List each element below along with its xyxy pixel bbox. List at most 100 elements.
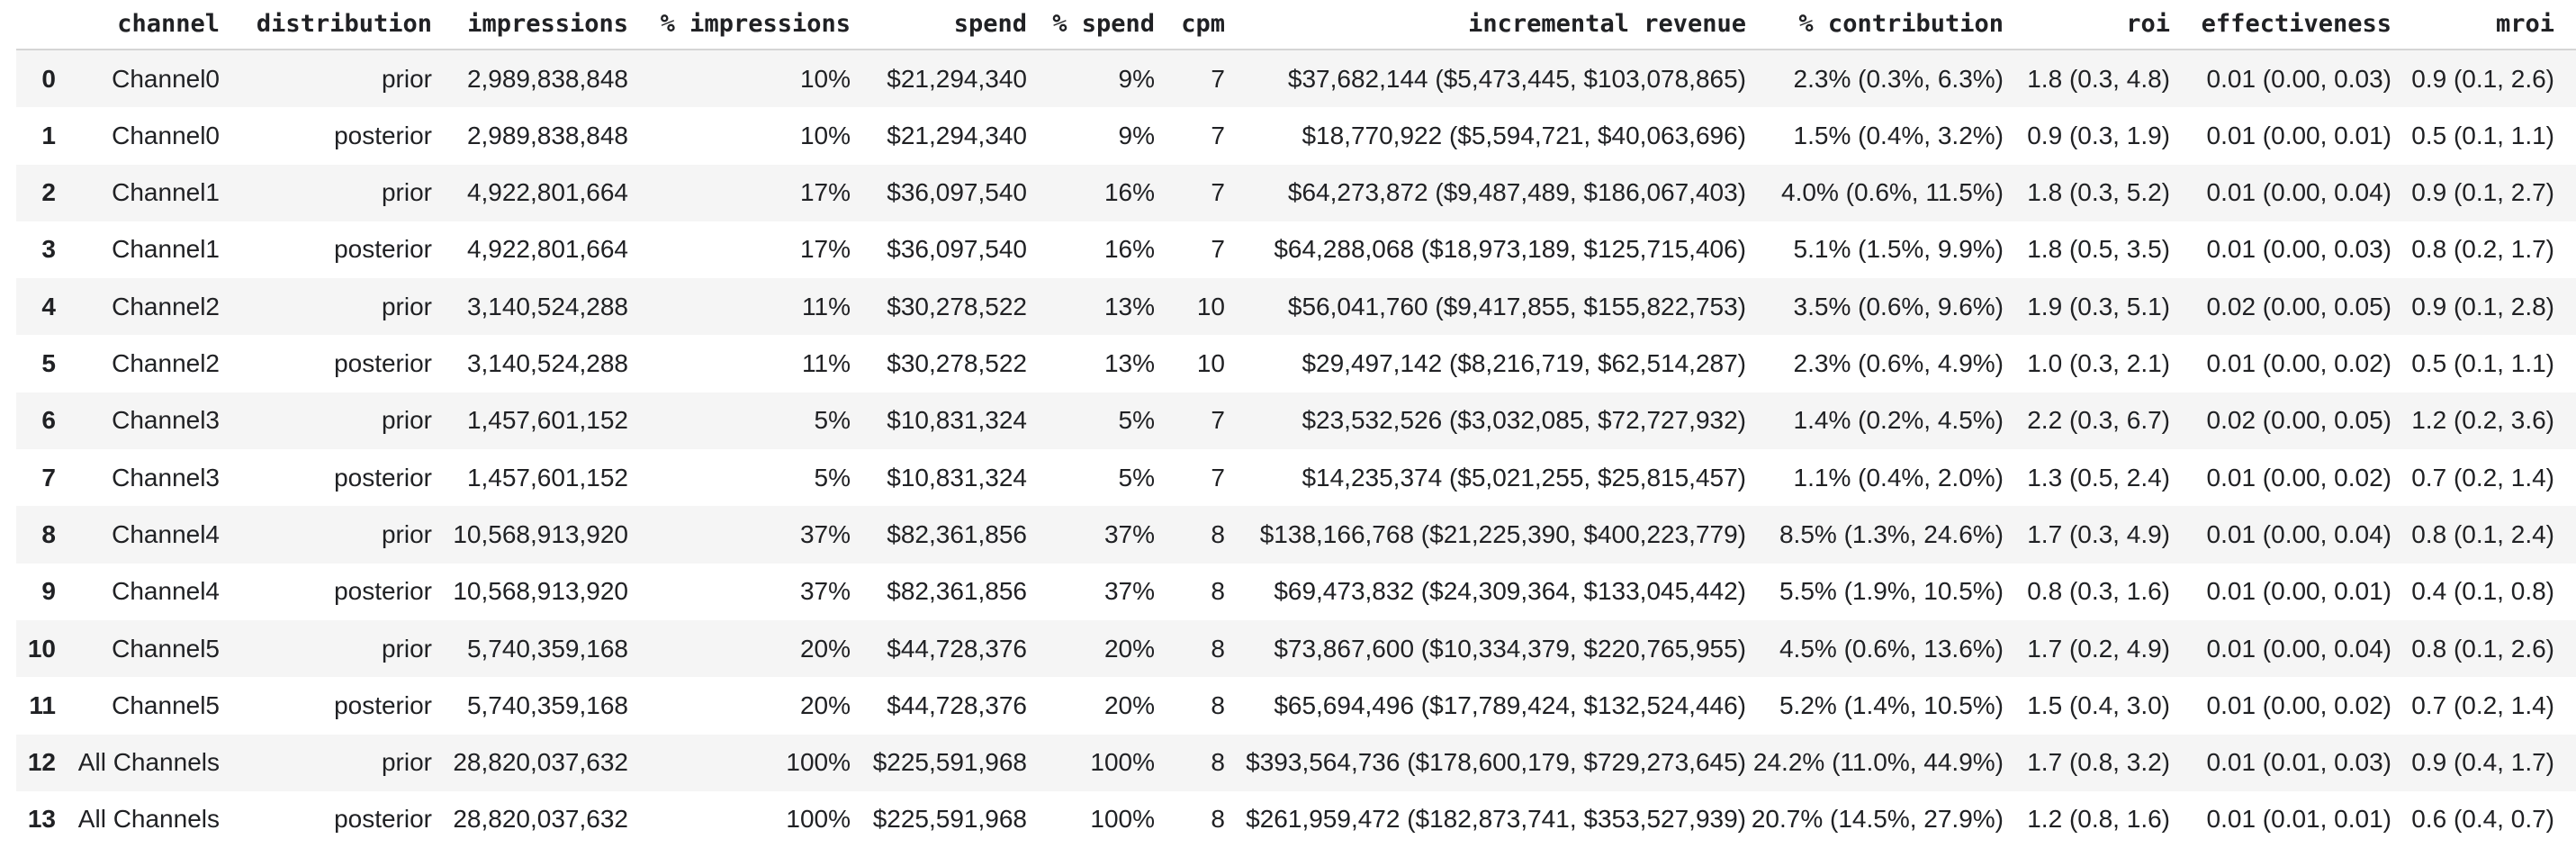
cell-spend: $36,097,540 (887, 178, 1027, 207)
cell-impressions: 2,989,838,848 (466, 64, 628, 93)
cell-pct-spend: 37% (1103, 577, 1155, 606)
cell-pct-contribution: 1.4% (0.2%, 4.5%) (1793, 406, 2004, 435)
cell-mroi: 0.8 (0.1, 2.6) (2411, 634, 2554, 663)
cell-pct-contribution: 3.5% (0.6%, 9.6%) (1793, 292, 2004, 320)
table-row: 4 Channel2 prior 3,140,524,288 11% $30,278,52… (16, 278, 2576, 336)
cell-distribution: prior (381, 634, 432, 663)
cell-channel: Channel1 (112, 178, 220, 207)
table-row: 10 Channel5 prior 5,740,359,168 20% $44,728,3… (16, 619, 2576, 678)
cell-incremental-revenue: $23,532,526 ($3,032,085, $72,727,932) (1302, 406, 1746, 435)
cell-impressions: 3,140,524,288 (466, 292, 628, 320)
cell-spend: $225,591,968 (872, 805, 1027, 834)
cell-pct-impressions: 11% (802, 349, 851, 378)
cell-pct-spend: 100% (1090, 805, 1155, 834)
cell-impressions: 10,568,913,920 (453, 577, 628, 606)
cell-pct-spend: 100% (1090, 748, 1155, 777)
cell-channel: Channel3 (112, 463, 220, 492)
cell-pct-contribution: 5.5% (1.9%, 10.5%) (1779, 577, 2004, 606)
cell-impressions: 1,457,601,152 (466, 463, 628, 492)
table-row: 6 Channel3 prior 1,457,601,152 5% $10,831,324… (16, 392, 2576, 450)
cell-spend: $30,278,522 (887, 349, 1027, 378)
mmm-summary-table: channel distribution impressions % impre… (16, 0, 2576, 848)
cell-impressions: 28,820,037,632 (453, 748, 628, 777)
cell-pct-spend: 13% (1103, 292, 1155, 320)
cell-incremental-revenue: $69,473,832 ($24,309,364, $133,045,442) (1274, 577, 1746, 606)
cell-cpm: 8 (1211, 519, 1225, 548)
cell-pct-spend: 5% (1118, 406, 1155, 435)
cell-channel: Channel4 (112, 577, 220, 606)
cell-pct-contribution: 5.2% (1.4%, 10.5%) (1779, 690, 2004, 719)
table-row: 9 Channel4 posterior 10,568,913,920 37% $82,3… (16, 564, 2576, 620)
cell-pct-contribution: 4.5% (0.6%, 13.6%) (1779, 634, 2004, 663)
cell-roi: 1.8 (0.3, 4.8) (2027, 64, 2170, 93)
column-header-roi: roi (2004, 0, 2170, 50)
cell-channel: Channel0 (112, 121, 220, 149)
cell-channel: Channel1 (112, 235, 220, 264)
cell-incremental-revenue: $18,770,922 ($5,594,721, $40,063,696) (1302, 121, 1746, 149)
cell-incremental-revenue: $29,497,142 ($8,216,719, $62,514,287) (1302, 349, 1746, 378)
row-index: 8 (41, 519, 56, 548)
cell-channel: Channel4 (112, 519, 220, 548)
cell-effectiveness: 0.01 (0.00, 0.02) (2206, 690, 2391, 719)
cell-channel: All Channels (77, 748, 220, 777)
row-index: 5 (41, 349, 56, 378)
cell-mroi: 0.6 (0.4, 0.7) (2411, 805, 2554, 834)
cell-cpm: 7 (1211, 121, 1225, 149)
column-header-channel: channel (56, 0, 220, 50)
cell-effectiveness: 0.01 (0.00, 0.01) (2206, 577, 2391, 606)
cell-pct-spend: 16% (1103, 178, 1155, 207)
cell-mroi: 0.8 (0.2, 1.7) (2411, 235, 2554, 264)
table-row: 5 Channel2 posterior 3,140,524,288 11% $30,27… (16, 335, 2576, 392)
cell-spend: $21,294,340 (887, 121, 1027, 149)
row-index: 2 (41, 178, 56, 207)
cell-distribution: posterior (334, 463, 432, 492)
cell-pct-impressions: 37% (799, 519, 851, 548)
cell-channel: Channel5 (112, 690, 220, 719)
row-index: 7 (41, 463, 56, 492)
cell-roi: 1.8 (0.3, 5.2) (2027, 178, 2170, 207)
row-index: 4 (41, 292, 56, 320)
row-index: 12 (27, 748, 56, 777)
cell-channel: Channel5 (112, 634, 220, 663)
header-row: channel distribution impressions % impre… (16, 0, 2576, 50)
cell-pct-spend: 20% (1103, 634, 1155, 663)
cell-pct-impressions: 20% (799, 690, 851, 719)
cell-incremental-revenue: $14,235,374 ($5,021,255, $25,815,457) (1302, 463, 1746, 492)
cell-roi: 1.5 (0.4, 3.0) (2027, 690, 2170, 719)
cell-pct-spend: 37% (1103, 519, 1155, 548)
cell-impressions: 4,922,801,664 (466, 235, 628, 264)
column-header-incremental-revenue: incremental revenue (1225, 0, 1746, 50)
cell-effectiveness: 0.01 (0.00, 0.02) (2206, 463, 2391, 492)
cell-mroi: 0.9 (0.1, 2.6) (2411, 64, 2554, 93)
cell-effectiveness: 0.02 (0.00, 0.05) (2206, 292, 2391, 320)
cell-spend: $225,591,968 (872, 748, 1027, 777)
cell-effectiveness: 0.01 (0.00, 0.01) (2206, 121, 2391, 149)
row-index: 6 (41, 406, 56, 435)
cell-roi: 1.2 (0.8, 1.6) (2027, 805, 2170, 834)
cell-spend: $82,361,856 (887, 519, 1027, 548)
cell-distribution: prior (381, 748, 432, 777)
cell-roi: 1.9 (0.3, 5.1) (2027, 292, 2170, 320)
cell-mroi: 0.9 (0.4, 1.7) (2411, 748, 2554, 777)
cell-incremental-revenue: $37,682,144 ($5,473,445, $103,078,865) (1287, 64, 1746, 93)
cell-mroi: 0.9 (0.1, 2.8) (2411, 292, 2554, 320)
table-row: 12 All Channels prior 28,820,037,632 100% $22… (16, 734, 2576, 791)
cell-distribution: posterior (334, 577, 432, 606)
cell-effectiveness: 0.01 (0.00, 0.03) (2206, 64, 2391, 93)
cell-spend: $36,097,540 (887, 235, 1027, 264)
cell-pct-impressions: 17% (799, 235, 851, 264)
cell-cpm: 8 (1211, 577, 1225, 606)
cell-impressions: 4,922,801,664 (466, 178, 628, 207)
cell-incremental-revenue: $64,273,872 ($9,487,489, $186,067,403) (1287, 178, 1746, 207)
cell-cpm: 10 (1196, 292, 1225, 320)
cell-incremental-revenue: $138,166,768 ($21,225,390, $400,223,779) (1259, 519, 1746, 548)
table-row: 11 Channel5 posterior 5,740,359,168 20% $44,7… (16, 677, 2576, 734)
cell-effectiveness: 0.01 (0.01, 0.03) (2206, 748, 2391, 777)
cell-incremental-revenue: $393,564,736 ($178,600,179, $729,273,645… (1246, 748, 1746, 777)
cell-channel: Channel2 (112, 292, 220, 320)
cell-pct-spend: 20% (1103, 690, 1155, 719)
cell-cpm: 7 (1211, 64, 1225, 93)
cell-incremental-revenue: $56,041,760 ($9,417,855, $155,822,753) (1287, 292, 1746, 320)
row-index: 0 (41, 64, 56, 93)
cell-pct-contribution: 24.2% (11.0%, 44.9%) (1752, 748, 2004, 777)
